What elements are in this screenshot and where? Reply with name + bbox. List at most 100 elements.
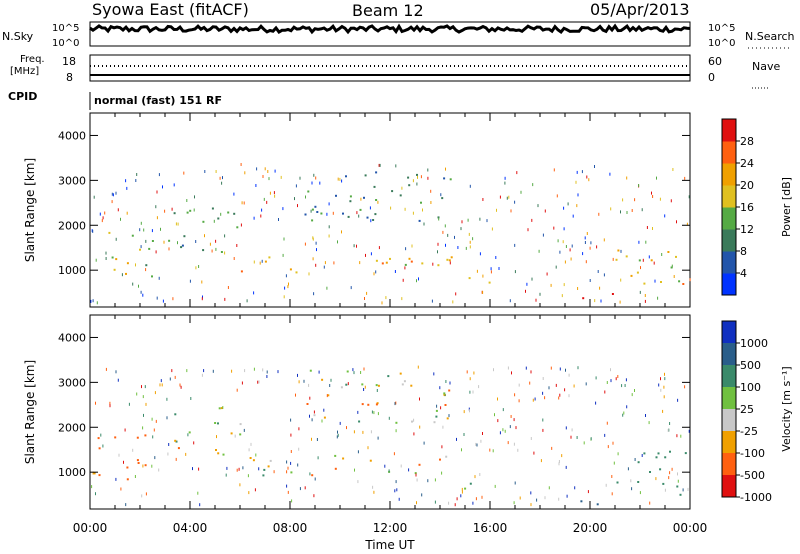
data-cell (132, 282, 134, 286)
data-cell (620, 210, 621, 214)
nsky-tick-bottom: 10^0 (52, 38, 80, 49)
data-cell (534, 397, 536, 401)
data-cell (689, 278, 691, 282)
data-cell (403, 380, 406, 383)
data-cell (283, 237, 285, 241)
data-cell (258, 467, 260, 471)
data-cell (359, 261, 361, 265)
data-cell (312, 237, 314, 241)
data-cell (438, 217, 440, 221)
colorbar-swatch (722, 387, 736, 410)
data-cell (563, 283, 565, 287)
data-cell (645, 414, 646, 417)
data-cell (603, 273, 605, 277)
data-cell (556, 194, 558, 198)
data-cell (262, 368, 264, 372)
data-cell (408, 468, 410, 472)
data-cell (475, 442, 477, 446)
data-cell (435, 415, 438, 418)
data-cell (546, 272, 548, 276)
data-cell (417, 365, 419, 369)
data-cell (467, 218, 469, 222)
data-cell (518, 399, 520, 403)
x-tick-label: 12:00 (373, 521, 408, 535)
data-cell (328, 225, 330, 229)
data-cell (333, 261, 335, 265)
data-cell (280, 175, 282, 179)
data-cell (589, 246, 591, 250)
x-axis-label: Time UT (364, 538, 415, 552)
data-cell (166, 416, 168, 420)
data-cell (124, 428, 126, 432)
data-cell (473, 371, 475, 375)
data-cell (586, 232, 588, 235)
data-cell (398, 497, 400, 501)
y-axis-label: Slant Range [km] (23, 360, 37, 464)
data-cell (118, 453, 120, 457)
data-cell (220, 251, 223, 253)
data-cell (659, 468, 662, 471)
data-cell (111, 200, 113, 204)
colorbar-tick-label: 12 (740, 223, 754, 236)
data-cell (542, 391, 544, 395)
data-cell (550, 366, 552, 370)
data-cell (239, 483, 241, 487)
data-cell (668, 476, 670, 480)
data-cell (142, 293, 144, 297)
data-cell (410, 384, 413, 387)
data-cell (472, 237, 474, 241)
data-cell (670, 199, 672, 203)
data-cell (175, 222, 177, 226)
data-cell (262, 175, 264, 178)
data-cell (576, 204, 578, 208)
data-cell (664, 377, 666, 381)
data-cell (390, 206, 392, 210)
data-cell (574, 486, 576, 490)
x-tick-label: 20:00 (573, 521, 608, 535)
data-cell (126, 211, 128, 215)
data-cell (120, 217, 121, 221)
power-colorbar: 4 8 12 16 20 24 28 Power [dB] (721, 118, 793, 296)
data-cell (273, 191, 275, 195)
data-cell (482, 198, 484, 201)
data-cell (395, 480, 397, 484)
data-cell (594, 299, 596, 303)
data-cell (309, 472, 311, 476)
data-cell (460, 494, 462, 498)
data-cell (201, 373, 203, 377)
data-cell (234, 434, 236, 438)
data-cell (151, 417, 153, 421)
data-cell (611, 475, 613, 478)
data-cell (494, 484, 496, 488)
data-cell (332, 211, 334, 215)
data-cell (117, 378, 119, 382)
data-cell (145, 239, 147, 243)
y-tick-label: 4000 (58, 129, 86, 142)
data-cell (132, 448, 134, 452)
data-cell (167, 452, 169, 456)
data-cell (360, 371, 362, 374)
data-cell (463, 410, 465, 414)
data-cell (335, 194, 337, 197)
data-cell (401, 383, 404, 386)
data-cell (259, 261, 261, 265)
data-cell (437, 242, 439, 246)
data-cell (162, 185, 163, 189)
data-cell (443, 393, 446, 396)
data-cell (678, 280, 681, 283)
data-cell (238, 467, 240, 471)
x-tick-label: 08:00 (273, 521, 308, 535)
data-cell (663, 385, 665, 389)
data-cell (334, 454, 337, 457)
data-cell (558, 462, 560, 466)
data-cell (316, 211, 319, 213)
data-cell (582, 252, 584, 256)
data-cell (183, 235, 186, 238)
data-cell (536, 498, 538, 502)
data-cell (411, 244, 413, 248)
data-cell (504, 181, 506, 185)
data-cell (220, 212, 222, 216)
data-cell (654, 279, 656, 283)
data-cell (516, 171, 518, 175)
data-cell (411, 420, 413, 423)
